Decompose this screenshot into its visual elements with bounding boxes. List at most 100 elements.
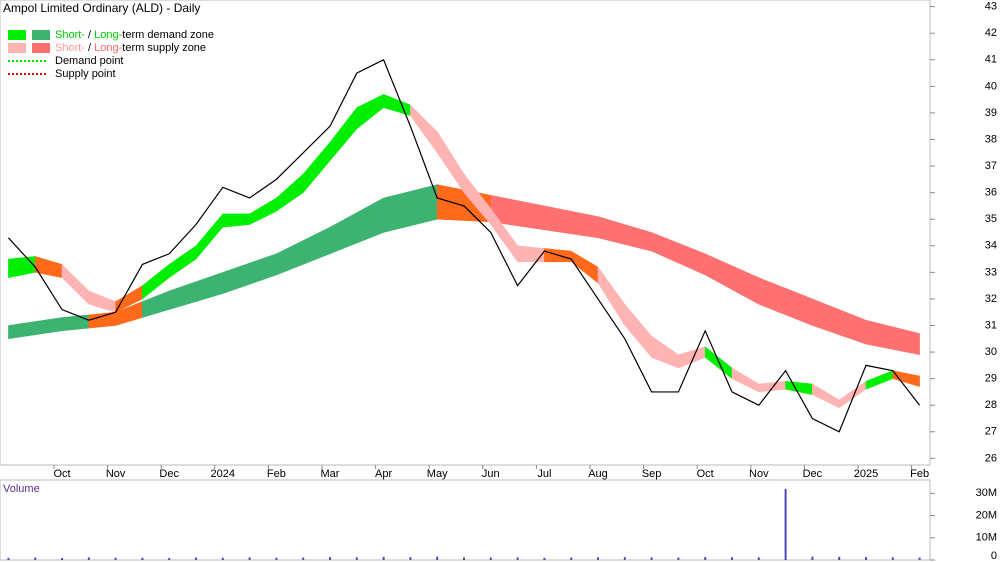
long-term-zone	[410, 184, 438, 227]
volume-bar	[597, 557, 599, 560]
volume-tick-label: 0	[991, 550, 997, 562]
x-tick-label: Oct	[697, 468, 714, 480]
long-term-zone	[892, 326, 920, 356]
volume-bar	[650, 557, 653, 560]
x-tick-label: Feb	[267, 468, 286, 480]
y-tick-label: 40	[985, 80, 997, 92]
long-term-zone	[517, 200, 545, 231]
y-tick-label: 38	[985, 133, 997, 145]
x-tick-label: Apr	[375, 468, 392, 480]
x-tick-label: Oct	[53, 468, 70, 480]
volume-tick-label: 10M	[976, 532, 997, 544]
volume-bar	[489, 557, 492, 560]
volume-bar	[302, 557, 305, 560]
volume-tick-label: 20M	[976, 509, 997, 521]
y-tick-label: 35	[985, 213, 997, 225]
volume-bar	[436, 556, 439, 560]
x-tick-label: Dec	[803, 468, 823, 480]
legend-text: Long-	[94, 29, 122, 41]
legend-text: Short-	[55, 29, 85, 41]
volume-bar	[221, 557, 224, 560]
legend-swatch	[8, 30, 26, 40]
price-pane	[0, 0, 931, 466]
legend-text: Demand point	[55, 55, 124, 67]
legend-text: term supply zone	[122, 42, 206, 54]
x-tick-label: Aug	[588, 468, 608, 480]
x-tick-label: 2025	[854, 468, 878, 480]
x-tick-label: May	[427, 468, 448, 480]
volume-bar	[329, 557, 331, 560]
y-tick-label: 27	[985, 426, 997, 438]
long-term-zone	[383, 190, 411, 233]
x-tick-label: Sep	[642, 468, 662, 480]
legend-text: Long-	[94, 42, 122, 54]
y-tick-label: 42	[985, 27, 997, 39]
y-tick-label: 36	[985, 187, 997, 199]
y-tick-label: 31	[985, 319, 997, 331]
volume-bar	[677, 557, 680, 560]
volume-bar	[731, 557, 733, 560]
volume-bar	[891, 557, 894, 560]
long-term-zone	[88, 311, 116, 329]
legend-label: Short- / Long-term supply zone	[55, 42, 206, 54]
volume-bar	[7, 557, 10, 560]
volume-bar	[195, 557, 197, 560]
legend-label: Short- / Long-term demand zone	[55, 29, 214, 41]
volume-bar	[704, 557, 707, 560]
volume-bar	[168, 558, 171, 560]
volume-bar	[463, 557, 465, 560]
x-tick-label: Nov	[749, 468, 769, 480]
legend-swatch	[32, 30, 50, 40]
legend-swatch	[8, 43, 26, 53]
y-tick-label: 41	[985, 54, 997, 66]
x-tick-label: 2024	[211, 468, 235, 480]
y-tick-label: 32	[985, 293, 997, 305]
legend-text: Short-	[55, 42, 85, 54]
volume-bar	[838, 556, 841, 560]
x-tick-label: Jul	[537, 468, 551, 480]
y-tick-label: 33	[985, 266, 997, 278]
short-term-zone	[517, 245, 545, 262]
x-tick-label: Feb	[910, 468, 929, 480]
legend-label: Supply point	[55, 68, 116, 80]
volume-bar	[543, 557, 546, 560]
y-tick-label: 26	[985, 452, 997, 464]
y-tick-label: 29	[985, 373, 997, 385]
y-tick-label: 28	[985, 399, 997, 411]
volume-bar	[865, 557, 867, 560]
volume-bar	[918, 557, 921, 560]
legend-swatch	[32, 43, 50, 53]
volume-bar	[141, 557, 144, 560]
volume-bar	[516, 557, 519, 560]
x-tick-label: Mar	[321, 468, 340, 480]
volume-bar	[757, 557, 760, 560]
long-term-zone	[61, 314, 90, 332]
volume-bar	[114, 557, 117, 560]
volume-bar	[382, 556, 385, 560]
volume-bar	[355, 557, 358, 560]
legend-text: /	[85, 42, 94, 54]
volume-bar	[34, 557, 37, 560]
volume-bar	[61, 558, 63, 560]
volume-bar	[409, 557, 412, 560]
chart-title: Ampol Limited Ordinary (ALD) - Daily	[3, 1, 200, 15]
y-tick-label: 30	[985, 346, 997, 358]
volume-bar	[784, 488, 787, 560]
volume-bar	[248, 557, 251, 560]
legend-text: /	[85, 29, 94, 41]
y-tick-label: 37	[985, 160, 997, 172]
volume-bar	[570, 557, 573, 560]
volume-bar	[811, 556, 814, 560]
volume-bar	[623, 557, 626, 560]
legend-label: Demand point	[55, 55, 124, 67]
long-term-zone	[436, 184, 465, 221]
y-tick-label: 34	[985, 240, 997, 252]
short-term-zone	[892, 370, 920, 387]
volume-tick-label: 30M	[976, 487, 997, 499]
volume-label: Volume	[3, 483, 40, 495]
x-tick-label: Dec	[159, 468, 179, 480]
legend-text: term demand zone	[122, 29, 214, 41]
volume-bar	[87, 557, 90, 560]
